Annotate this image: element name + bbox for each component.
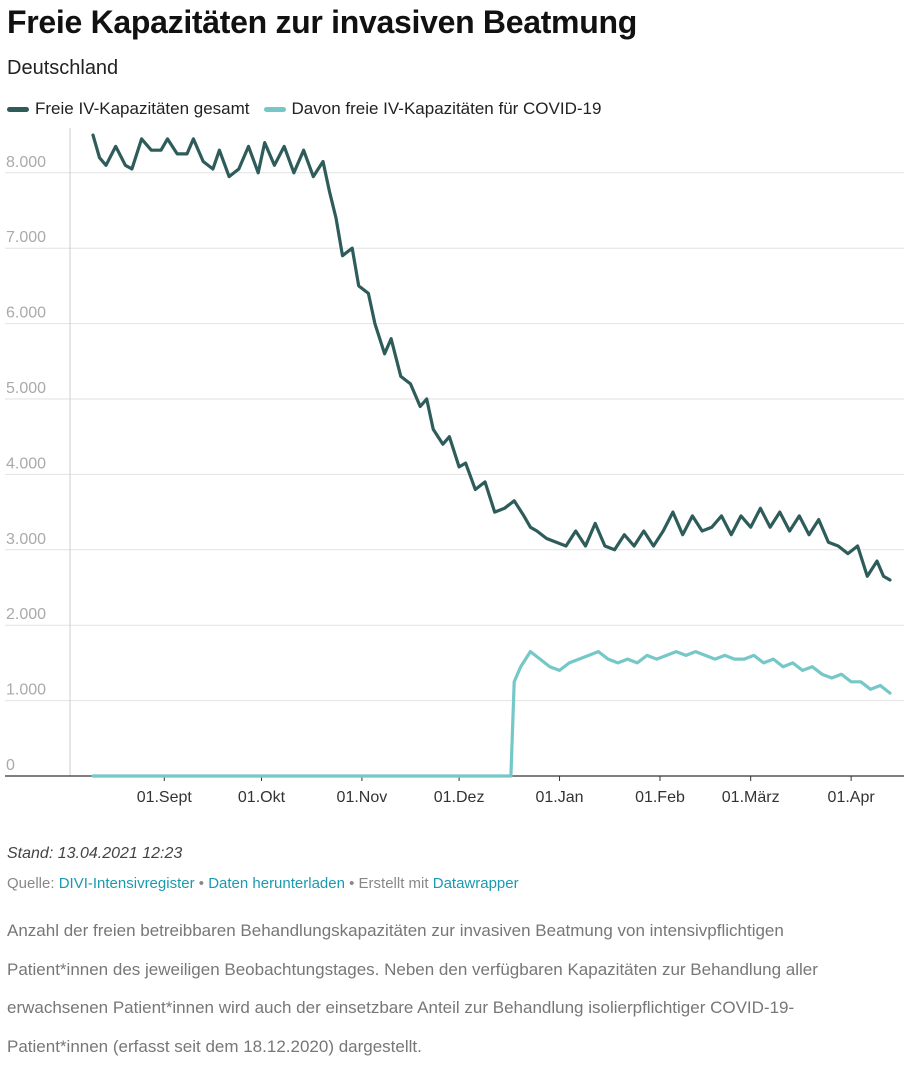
y-tick-label: 8.000 (6, 154, 46, 171)
x-tick-label: 01.März (722, 789, 780, 806)
x-tick-label: 01.Feb (635, 789, 685, 806)
datawrapper-link[interactable]: Datawrapper (432, 875, 519, 892)
legend-item-total: Freie IV-Kapazitäten gesamt (7, 99, 250, 119)
download-data-link[interactable]: Daten herunterladen (208, 875, 345, 892)
legend-item-covid: Davon freie IV-Kapazitäten für COVID-19 (263, 99, 602, 119)
y-tick-label: 0 (6, 757, 15, 774)
created-with-text: Erstellt mit (358, 875, 433, 892)
x-tick-label: 01.Apr (828, 789, 876, 806)
line-chart: 0 1.000 2.000 3.000 4.000 5.000 6.000 7.000 8.00… (5, 128, 904, 806)
y-tick-label: 6.000 (6, 305, 46, 322)
y-tick-label: 5.000 (6, 380, 46, 397)
chart-description: Anzahl der freien betreibbaren Behandlun… (7, 921, 818, 1056)
series-lines (91, 133, 892, 778)
separator-1: • (194, 875, 209, 892)
x-tick-label: 01.Nov (337, 789, 388, 806)
series-line-covid (91, 650, 892, 778)
x-tick-label: 01.Jan (536, 789, 584, 806)
y-axis-labels: 0 1.000 2.000 3.000 4.000 5.000 6.000 7.000 8.00… (6, 154, 46, 774)
legend-label-total: Freie IV-Kapazitäten gesamt (35, 99, 250, 118)
y-tick-label: 4.000 (6, 455, 46, 472)
legend-label-covid: Davon freie IV-Kapazitäten für COVID-19 (291, 99, 602, 118)
stand-timestamp: Stand: 13.04.2021 12:23 (7, 845, 183, 862)
legend-swatch-total (7, 106, 29, 112)
source-line: Quelle: DIVI-Intensivregister • Daten he… (7, 875, 519, 892)
x-tick-label: 01.Okt (238, 789, 286, 806)
chart-title: Freie Kapazitäten zur invasiven Beatmung (7, 4, 637, 40)
chart-subtitle: Deutschland (7, 57, 119, 79)
x-tick-label: 01.Sept (137, 789, 193, 806)
legend: Freie IV-Kapazitäten gesamt Davon freie … (7, 99, 615, 119)
x-axis-labels: 01.Sept 01.Okt 01.Nov 01.Dez 01.Jan 01.Feb 01.… (137, 776, 876, 806)
separator-2: • (344, 875, 359, 892)
y-tick-label: 7.000 (6, 229, 46, 246)
source-link[interactable]: DIVI-Intensivregister (58, 875, 195, 892)
legend-swatch-covid (263, 106, 286, 112)
x-tick-label: 01.Dez (434, 789, 485, 806)
y-tick-label: 2.000 (6, 606, 46, 623)
series-line-total (91, 133, 892, 582)
y-tick-label: 1.000 (6, 682, 46, 699)
y-tick-label: 3.000 (6, 531, 46, 548)
source-prefix: Quelle: (7, 875, 59, 892)
gridlines (5, 172, 904, 702)
